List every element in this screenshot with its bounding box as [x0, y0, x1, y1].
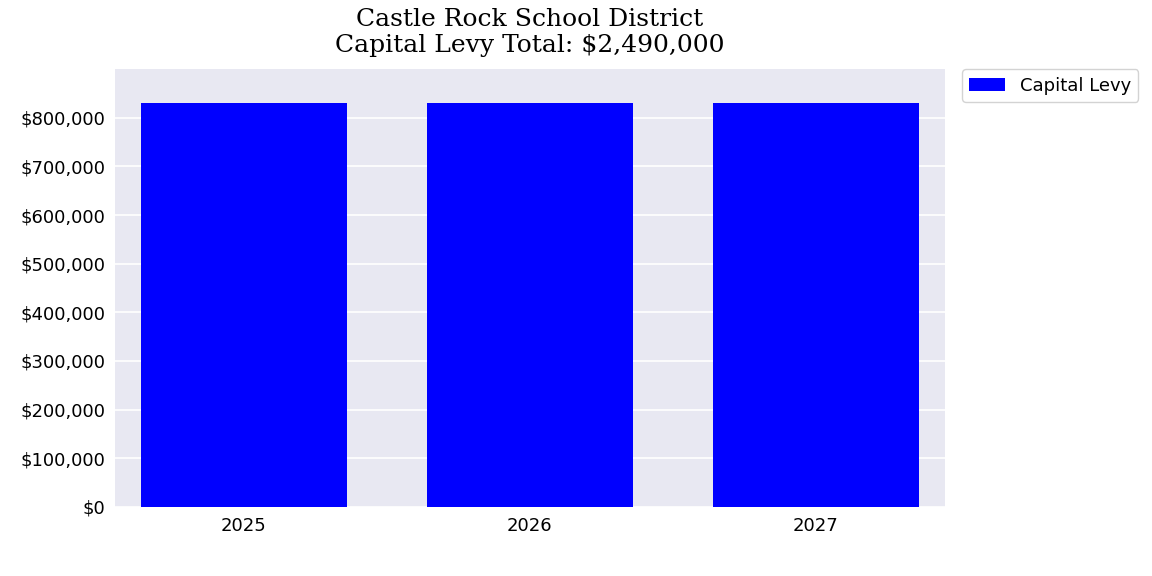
Bar: [427, 103, 632, 507]
Title: Castle Rock School District
Capital Levy Total: $2,490,000: Castle Rock School District Capital Levy…: [335, 8, 725, 58]
Bar: [713, 103, 919, 507]
Bar: [141, 103, 347, 507]
Legend: Capital Levy: Capital Levy: [962, 69, 1138, 102]
